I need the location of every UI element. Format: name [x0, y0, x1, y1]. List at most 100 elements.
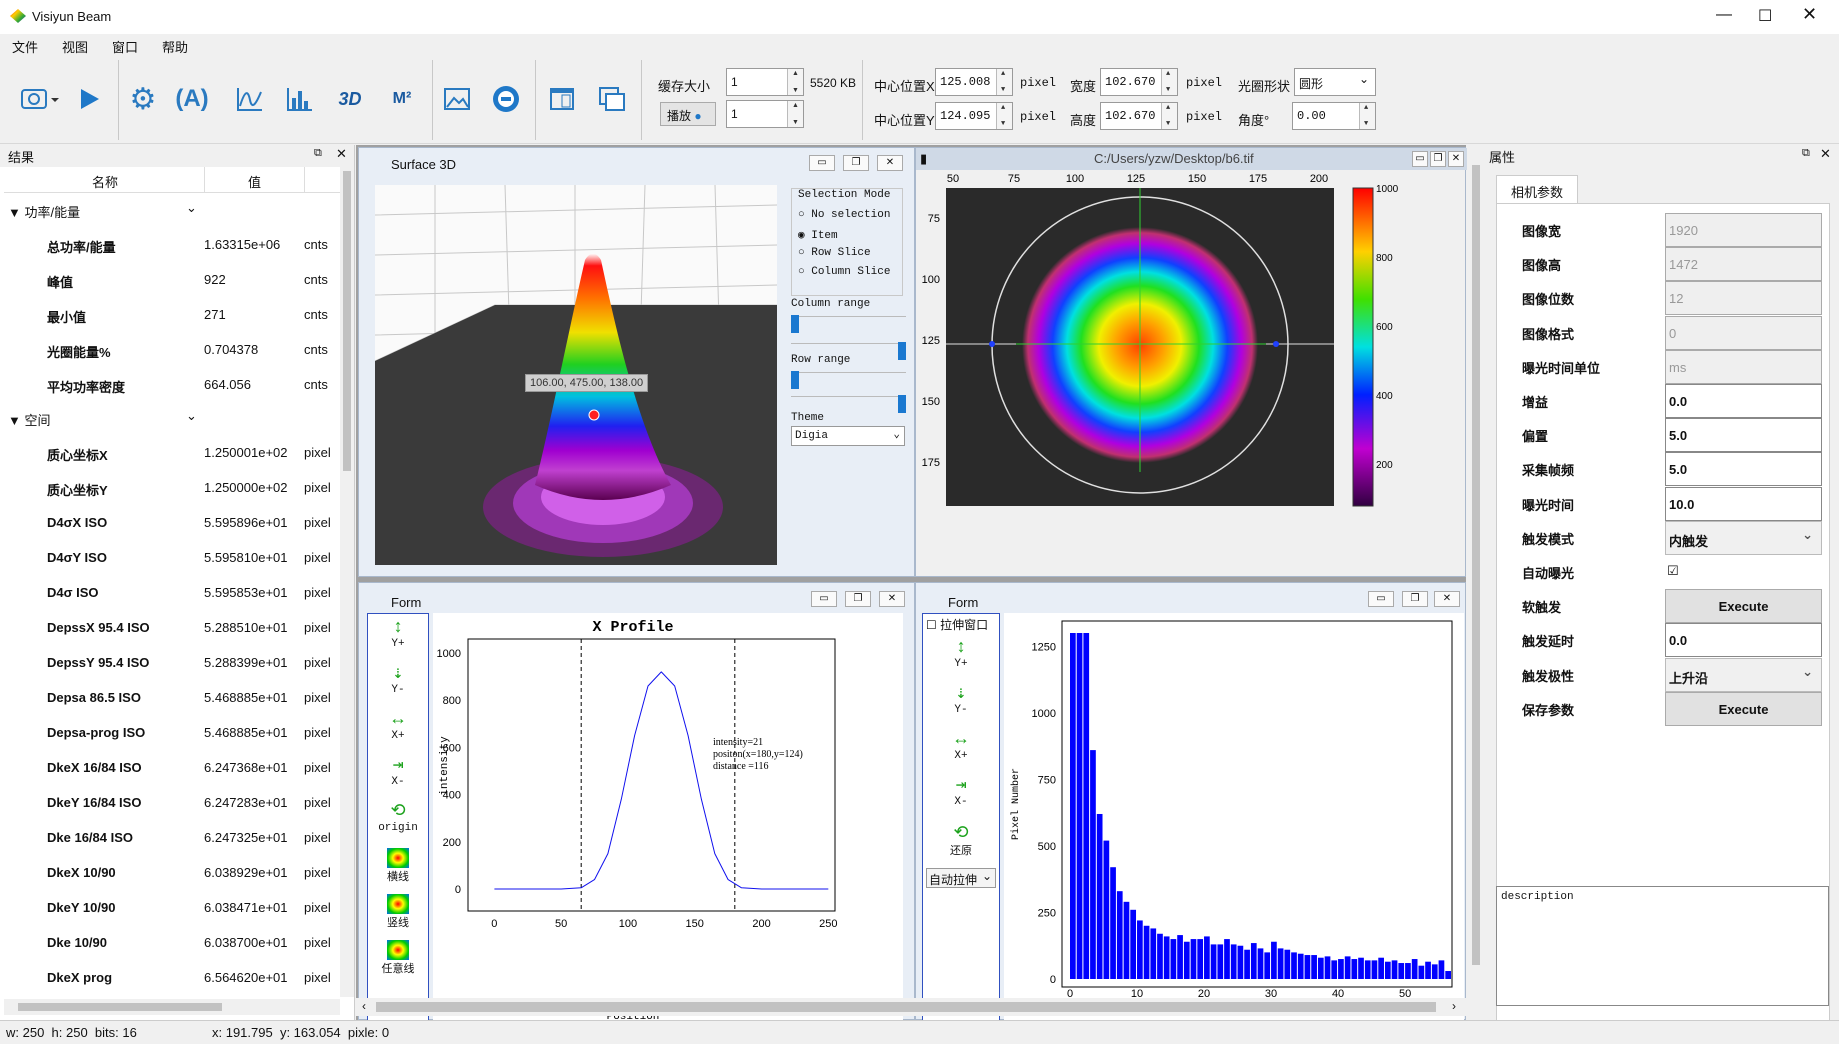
y-plus-button[interactable]: ↕ Y+ [954, 638, 968, 670]
vertical-line-button[interactable]: 竖线 [368, 894, 428, 930]
table-row[interactable]: 平均功率密度 664.056 cnts [0, 367, 340, 402]
table-row[interactable]: 质心坐标Y 1.250000e+02 pixel [0, 470, 340, 505]
table-row[interactable]: D4σY ISO 5.595810e+01 pixel [0, 540, 340, 575]
menu-view[interactable]: 视图 [62, 40, 89, 55]
property-value[interactable]: 0.0 [1665, 623, 1822, 658]
table-row[interactable]: DkeX 10/90 6.038929e+01 pixel [0, 855, 340, 890]
table-row[interactable]: D4σ ISO 5.595853e+01 pixel [0, 575, 340, 610]
close-icon[interactable]: ✕ [1820, 146, 1831, 161]
histogram-chart[interactable]: 1250 1000 750 500 250 00 10 20 30 40 50 Pixel Numbe… [1004, 613, 1464, 1021]
angle-spinbox[interactable]: 0.00 [1292, 102, 1376, 130]
table-row[interactable]: 最小值 271 cnts [0, 297, 340, 332]
width-spinbox[interactable]: 102.670 [1100, 68, 1178, 96]
mdi-vertical-scrollbar[interactable] [1468, 145, 1484, 997]
property-value[interactable]: 上升沿 [1665, 657, 1822, 692]
group-spatial[interactable]: ▼ 空间 [8, 413, 51, 428]
radio-column-slice[interactable]: ○ Column Slice [798, 266, 891, 278]
column-range-slider-min[interactable] [791, 315, 906, 333]
close-icon[interactable]: ✕ [336, 146, 347, 161]
float-icon[interactable]: ⧉ [1802, 147, 1810, 159]
close-icon[interactable]: ✕ [879, 591, 905, 607]
restore-icon[interactable]: ❐ [1402, 591, 1428, 607]
center-x-spinbox[interactable]: 125.008 [935, 68, 1013, 96]
capture-icon[interactable] [14, 80, 64, 118]
table-row[interactable]: DkeY 16/84 ISO 6.247283e+01 pixel [0, 785, 340, 820]
table-row[interactable]: 质心坐标X 1.250001e+02 pixel [0, 435, 340, 470]
table-row[interactable]: 总功率/能量 1.63315e+06 cnts [0, 227, 340, 262]
menu-file[interactable]: 文件 [12, 40, 39, 55]
table-row[interactable]: Depsa-prog ISO 5.468885e+01 pixel [0, 715, 340, 750]
menu-help[interactable]: 帮助 [162, 40, 189, 55]
radio-no-selection[interactable]: ○ No selection [798, 209, 891, 221]
close-icon[interactable]: ✕ [1802, 4, 1818, 24]
table-row[interactable]: Dke 10/90 6.038700e+01 pixel [0, 925, 340, 960]
property-value[interactable]: Execute [1665, 691, 1822, 726]
close-icon[interactable]: ✕ [1434, 591, 1460, 607]
row-range-slider-max[interactable] [791, 395, 906, 413]
origin-button[interactable]: ⟲ origin [378, 802, 418, 834]
table-row[interactable]: DepssX 95.4 ISO 5.288510e+01 pixel [0, 610, 340, 645]
x-minus-button[interactable]: ⇥ X- [391, 756, 405, 788]
restore-icon[interactable]: ❐ [1430, 151, 1446, 167]
radio-row-slice[interactable]: ○ Row Slice [798, 247, 871, 259]
col-name-header[interactable]: 名称 [92, 175, 119, 190]
restore-icon[interactable]: ❐ [845, 591, 871, 607]
buffer-size-spinbox[interactable]: 1 [726, 68, 804, 96]
float-icon[interactable]: ⧉ [314, 147, 322, 159]
property-value[interactable]: 5.0 [1665, 452, 1822, 487]
vertical-scrollbar[interactable] [340, 167, 354, 997]
x-profile-chart[interactable]: X Profile 1000 800 600 400 200 0 0 50 100 150 200 25… [433, 613, 903, 1021]
horizontal-scrollbar[interactable] [4, 999, 340, 1015]
stretch-window-checkbox[interactable]: ☐ 拉伸窗口 [926, 618, 989, 632]
property-value[interactable]: 12 [1665, 281, 1822, 316]
scroll-left-icon[interactable]: ‹ [362, 999, 366, 1013]
table-row[interactable]: DkeX 16/84 ISO 6.247368e+01 pixel [0, 750, 340, 785]
property-value[interactable]: 内触发 [1665, 520, 1822, 555]
y-minus-button[interactable]: ⇣ Y- [954, 684, 968, 716]
table-row[interactable]: Depsa 86.5 ISO 5.468885e+01 pixel [0, 680, 340, 715]
col-value-header[interactable]: 值 [248, 175, 262, 190]
beam-image-plot[interactable]: 50 75 100 125 150 175 200 75 100 125 150 175 1000 8… [916, 170, 1467, 578]
height-spinbox[interactable]: 102.670 [1100, 102, 1178, 130]
theme-select[interactable]: Digia ⌄ [791, 426, 905, 446]
x-plus-button[interactable]: ↔ X+ [954, 730, 968, 762]
bar-chart-icon[interactable] [281, 80, 319, 118]
group-power[interactable]: ▼ 功率/能量 [8, 205, 81, 220]
minimize-icon[interactable]: ▭ [811, 591, 837, 607]
table-row[interactable]: D4σX ISO 5.595896e+01 pixel [0, 505, 340, 540]
minimize-icon[interactable]: — [1716, 6, 1732, 23]
x-minus-button[interactable]: ⇥ X- [954, 776, 968, 808]
y-plus-button[interactable]: ↕ Y+ [391, 618, 405, 650]
table-row[interactable]: 峰值 922 cnts [0, 262, 340, 297]
table-row[interactable]: DepssY 95.4 ISO 5.288399e+01 pixel [0, 645, 340, 680]
minus-circle-icon[interactable] [487, 80, 525, 118]
surface-3d-plot[interactable] [375, 185, 777, 565]
scroll-right-icon[interactable]: › [1452, 999, 1456, 1013]
table-row[interactable]: DkeY 10/90 6.038471e+01 pixel [0, 890, 340, 925]
table-row[interactable]: DkeX prog 6.564620e+01 pixel [0, 960, 340, 995]
property-value[interactable]: 0 [1665, 315, 1822, 350]
horizontal-line-button[interactable]: 横线 [368, 848, 428, 884]
restore-icon[interactable]: ❐ [843, 155, 869, 171]
aperture-shape-select[interactable]: 圆形 ⌄ [1294, 68, 1376, 96]
play-spinbox[interactable]: 1 [726, 100, 804, 128]
y-minus-button[interactable]: ⇣ Y- [391, 664, 405, 696]
property-value[interactable]: 1920 [1665, 213, 1822, 247]
chevron-down-icon[interactable]: ⌄ [186, 408, 197, 423]
play-icon[interactable] [70, 80, 108, 118]
radio-item[interactable]: ◉ Item [798, 230, 838, 242]
property-value[interactable]: ms [1665, 349, 1822, 384]
3d-icon[interactable]: 3D [338, 88, 362, 109]
auto-exposure-icon[interactable]: (A) [175, 85, 209, 112]
x-plus-button[interactable]: ↔ X+ [391, 710, 405, 742]
line-chart-icon[interactable] [231, 80, 269, 118]
center-y-spinbox[interactable]: 124.095 [935, 102, 1013, 130]
tab-camera-params[interactable]: 相机参数 [1496, 175, 1578, 203]
menu-window[interactable]: 窗口 [112, 40, 139, 55]
windows-icon[interactable] [593, 80, 631, 118]
column-range-slider-max[interactable] [791, 342, 906, 360]
restore-button[interactable]: ⟲ 还原 [950, 822, 972, 857]
table-row[interactable]: Dke 16/84 ISO 6.247325e+01 pixel [0, 820, 340, 855]
close-icon[interactable]: ✕ [1448, 151, 1464, 167]
property-value[interactable]: 5.0 [1665, 418, 1822, 453]
